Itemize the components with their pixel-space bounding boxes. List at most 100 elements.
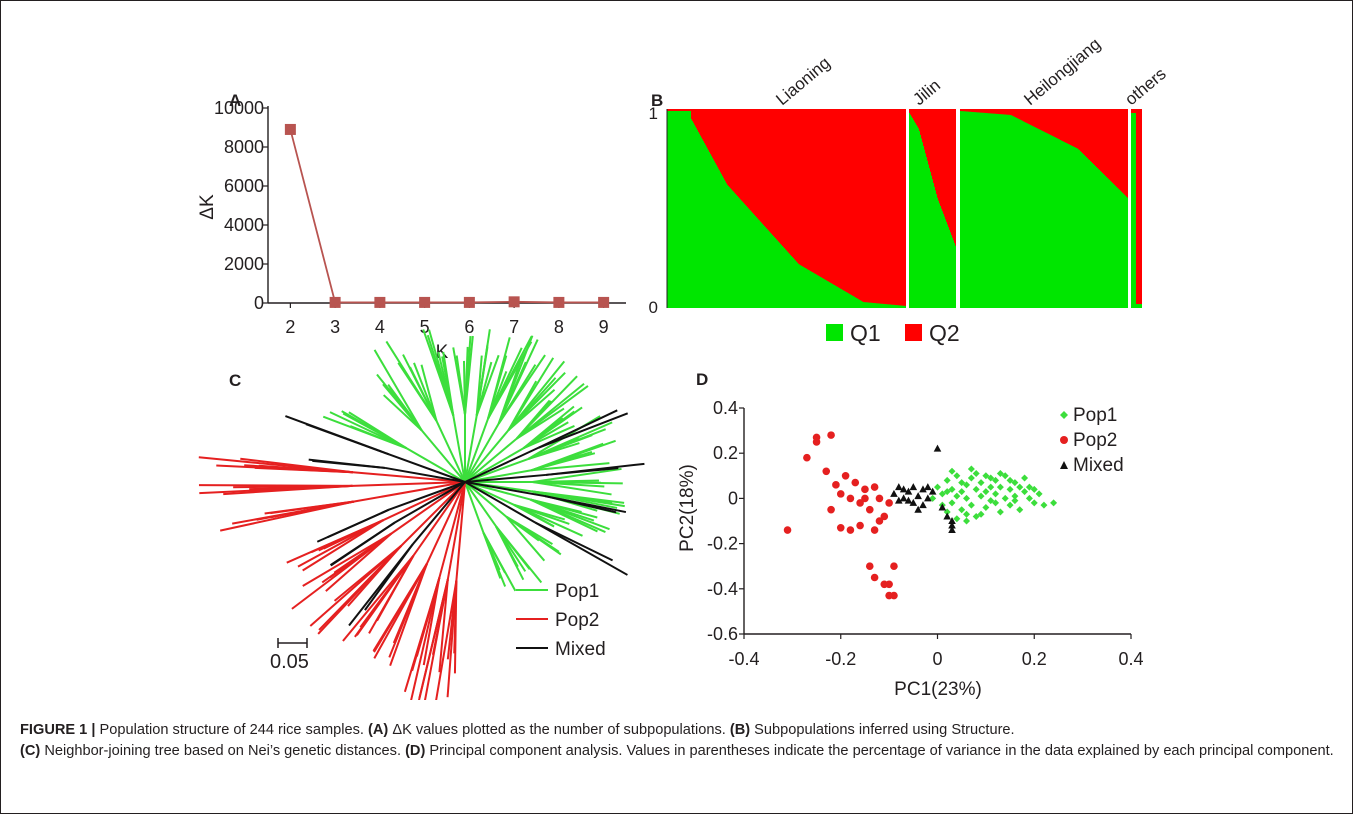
tree-branch <box>388 453 466 483</box>
pca-point-pop2 <box>865 505 874 514</box>
pca-point-pop1 <box>1016 483 1024 491</box>
tree-leaf <box>516 407 565 440</box>
tree-branch <box>394 481 466 524</box>
tree-leaf <box>198 484 353 487</box>
tree-leaf <box>507 371 566 431</box>
tree-leaf <box>323 519 384 550</box>
pca-point-pop1 <box>953 492 961 500</box>
pca-point-pop1 <box>992 476 1000 484</box>
tree-leaf <box>322 415 407 450</box>
pca-point-mixed <box>919 501 927 509</box>
tree-leaf <box>528 421 613 460</box>
tree-leaf <box>513 503 570 525</box>
pca-point-mixed <box>890 489 898 497</box>
tree-leaf <box>531 442 604 472</box>
pca-point-pop1 <box>996 483 1004 491</box>
tree-leaf <box>329 411 407 450</box>
tree-leaf <box>325 532 392 592</box>
pca-point-pop1 <box>977 510 985 518</box>
pca-point-mixed <box>938 503 947 511</box>
tree-branch <box>452 415 466 483</box>
pca-point-pop1 <box>963 517 971 525</box>
tree-branch <box>406 447 466 483</box>
chart-d-xtick-label: 0.2 <box>1022 649 1047 669</box>
chart-d-ytick-label: 0 <box>728 488 738 508</box>
pca-point-pop1 <box>1040 501 1048 509</box>
pca-point-pop1 <box>958 506 966 514</box>
figure-caption: FIGURE 1 | Population structure of 244 r… <box>20 720 1335 762</box>
pca-point-pop1 <box>1001 472 1009 480</box>
tree-branch <box>383 481 466 521</box>
pca-point-pop1 <box>992 490 1000 498</box>
pca-point-pop2 <box>880 512 889 521</box>
pca-point-mixed <box>909 483 918 491</box>
tree-leaf <box>475 355 483 416</box>
caption-c-tag: (C) <box>20 743 41 759</box>
chart-d-ylabel: PC2(18%) <box>677 464 698 552</box>
pca-point-mixed <box>914 505 922 513</box>
pca-point-pop1 <box>972 485 980 493</box>
chart-a-xtick-label: 9 <box>599 317 609 337</box>
pca-point-pop2 <box>870 483 879 491</box>
pca-point-pop2 <box>861 494 869 503</box>
pca-point-mixed <box>895 496 903 504</box>
chart-a-ylabel: ΔK <box>197 194 218 220</box>
pca-point-pop2 <box>865 562 874 570</box>
tree-leaf <box>409 366 438 422</box>
tree-branch <box>464 437 518 483</box>
caption-intro: Population structure of 244 rice samples… <box>95 722 369 738</box>
tree-leaf <box>403 577 441 693</box>
chart-d: -0.4 -0.2 0 0.2 0.4 -0.6 -0.4 -0.2 0 0.2 0.4 <box>707 398 1144 669</box>
pca-point-pop2 <box>885 499 893 507</box>
tree-leaf <box>435 580 458 700</box>
pca-point-mixed <box>904 487 913 495</box>
chart-d-ytick-label: -0.4 <box>707 579 738 599</box>
tree-leaf <box>544 495 627 514</box>
pca-point-pop2 <box>851 478 860 487</box>
chart-a-xtick-label: 3 <box>330 317 340 337</box>
pca-point-pop1 <box>1011 497 1019 505</box>
chart-a-point <box>374 296 386 308</box>
pca-point-pop1 <box>934 483 941 491</box>
pca-point-pop1 <box>987 497 995 505</box>
chart-a-xtick-label: 4 <box>375 317 385 337</box>
pca-point-pop1 <box>977 479 985 487</box>
tree-branch <box>435 420 466 483</box>
tree-leaf <box>270 500 355 515</box>
pca-point-pop1 <box>958 488 966 496</box>
chart-a-point <box>598 296 610 308</box>
chart-a-point <box>508 296 520 308</box>
tree-leaf <box>330 521 396 567</box>
tree-branch <box>464 481 536 524</box>
pca-point-pop1 <box>1035 490 1043 498</box>
structure-q1-area <box>667 110 906 309</box>
pca-point-pop2 <box>822 467 831 476</box>
chart-a-point <box>329 296 341 308</box>
tree-leaf <box>422 577 441 666</box>
chart-a-point <box>553 296 565 308</box>
pca-point-pop2 <box>875 494 884 503</box>
pca-point-pop2 <box>827 431 835 439</box>
tree-branch <box>464 481 497 527</box>
pca-point-mixed <box>928 487 937 495</box>
chart-a-series-line <box>289 129 604 304</box>
tree-branch <box>464 481 508 518</box>
tree-leaf <box>534 521 628 576</box>
chart-d-ytick-label: 0.4 <box>713 398 738 418</box>
pca-point-pop1 <box>953 515 961 523</box>
tree-leaf <box>497 335 534 424</box>
tree-branch <box>464 473 546 483</box>
pca-point-pop1 <box>948 499 956 507</box>
pca-point-mixed <box>948 526 956 534</box>
caption-c-text: Neighbor-joining tree based on Nei’s gen… <box>40 743 406 759</box>
pca-point-pop1 <box>1050 499 1058 507</box>
pca-point-mixed <box>948 517 956 524</box>
legend-d-mixed-marker <box>1060 461 1068 469</box>
chart-a-xtick-label: 2 <box>285 317 295 337</box>
pca-point-pop2 <box>841 472 850 480</box>
legend-b-q2-label: Q2 <box>929 320 960 346</box>
chart-c <box>198 329 645 700</box>
tree-leaf <box>453 580 458 654</box>
pca-point-pop1 <box>1006 476 1014 484</box>
